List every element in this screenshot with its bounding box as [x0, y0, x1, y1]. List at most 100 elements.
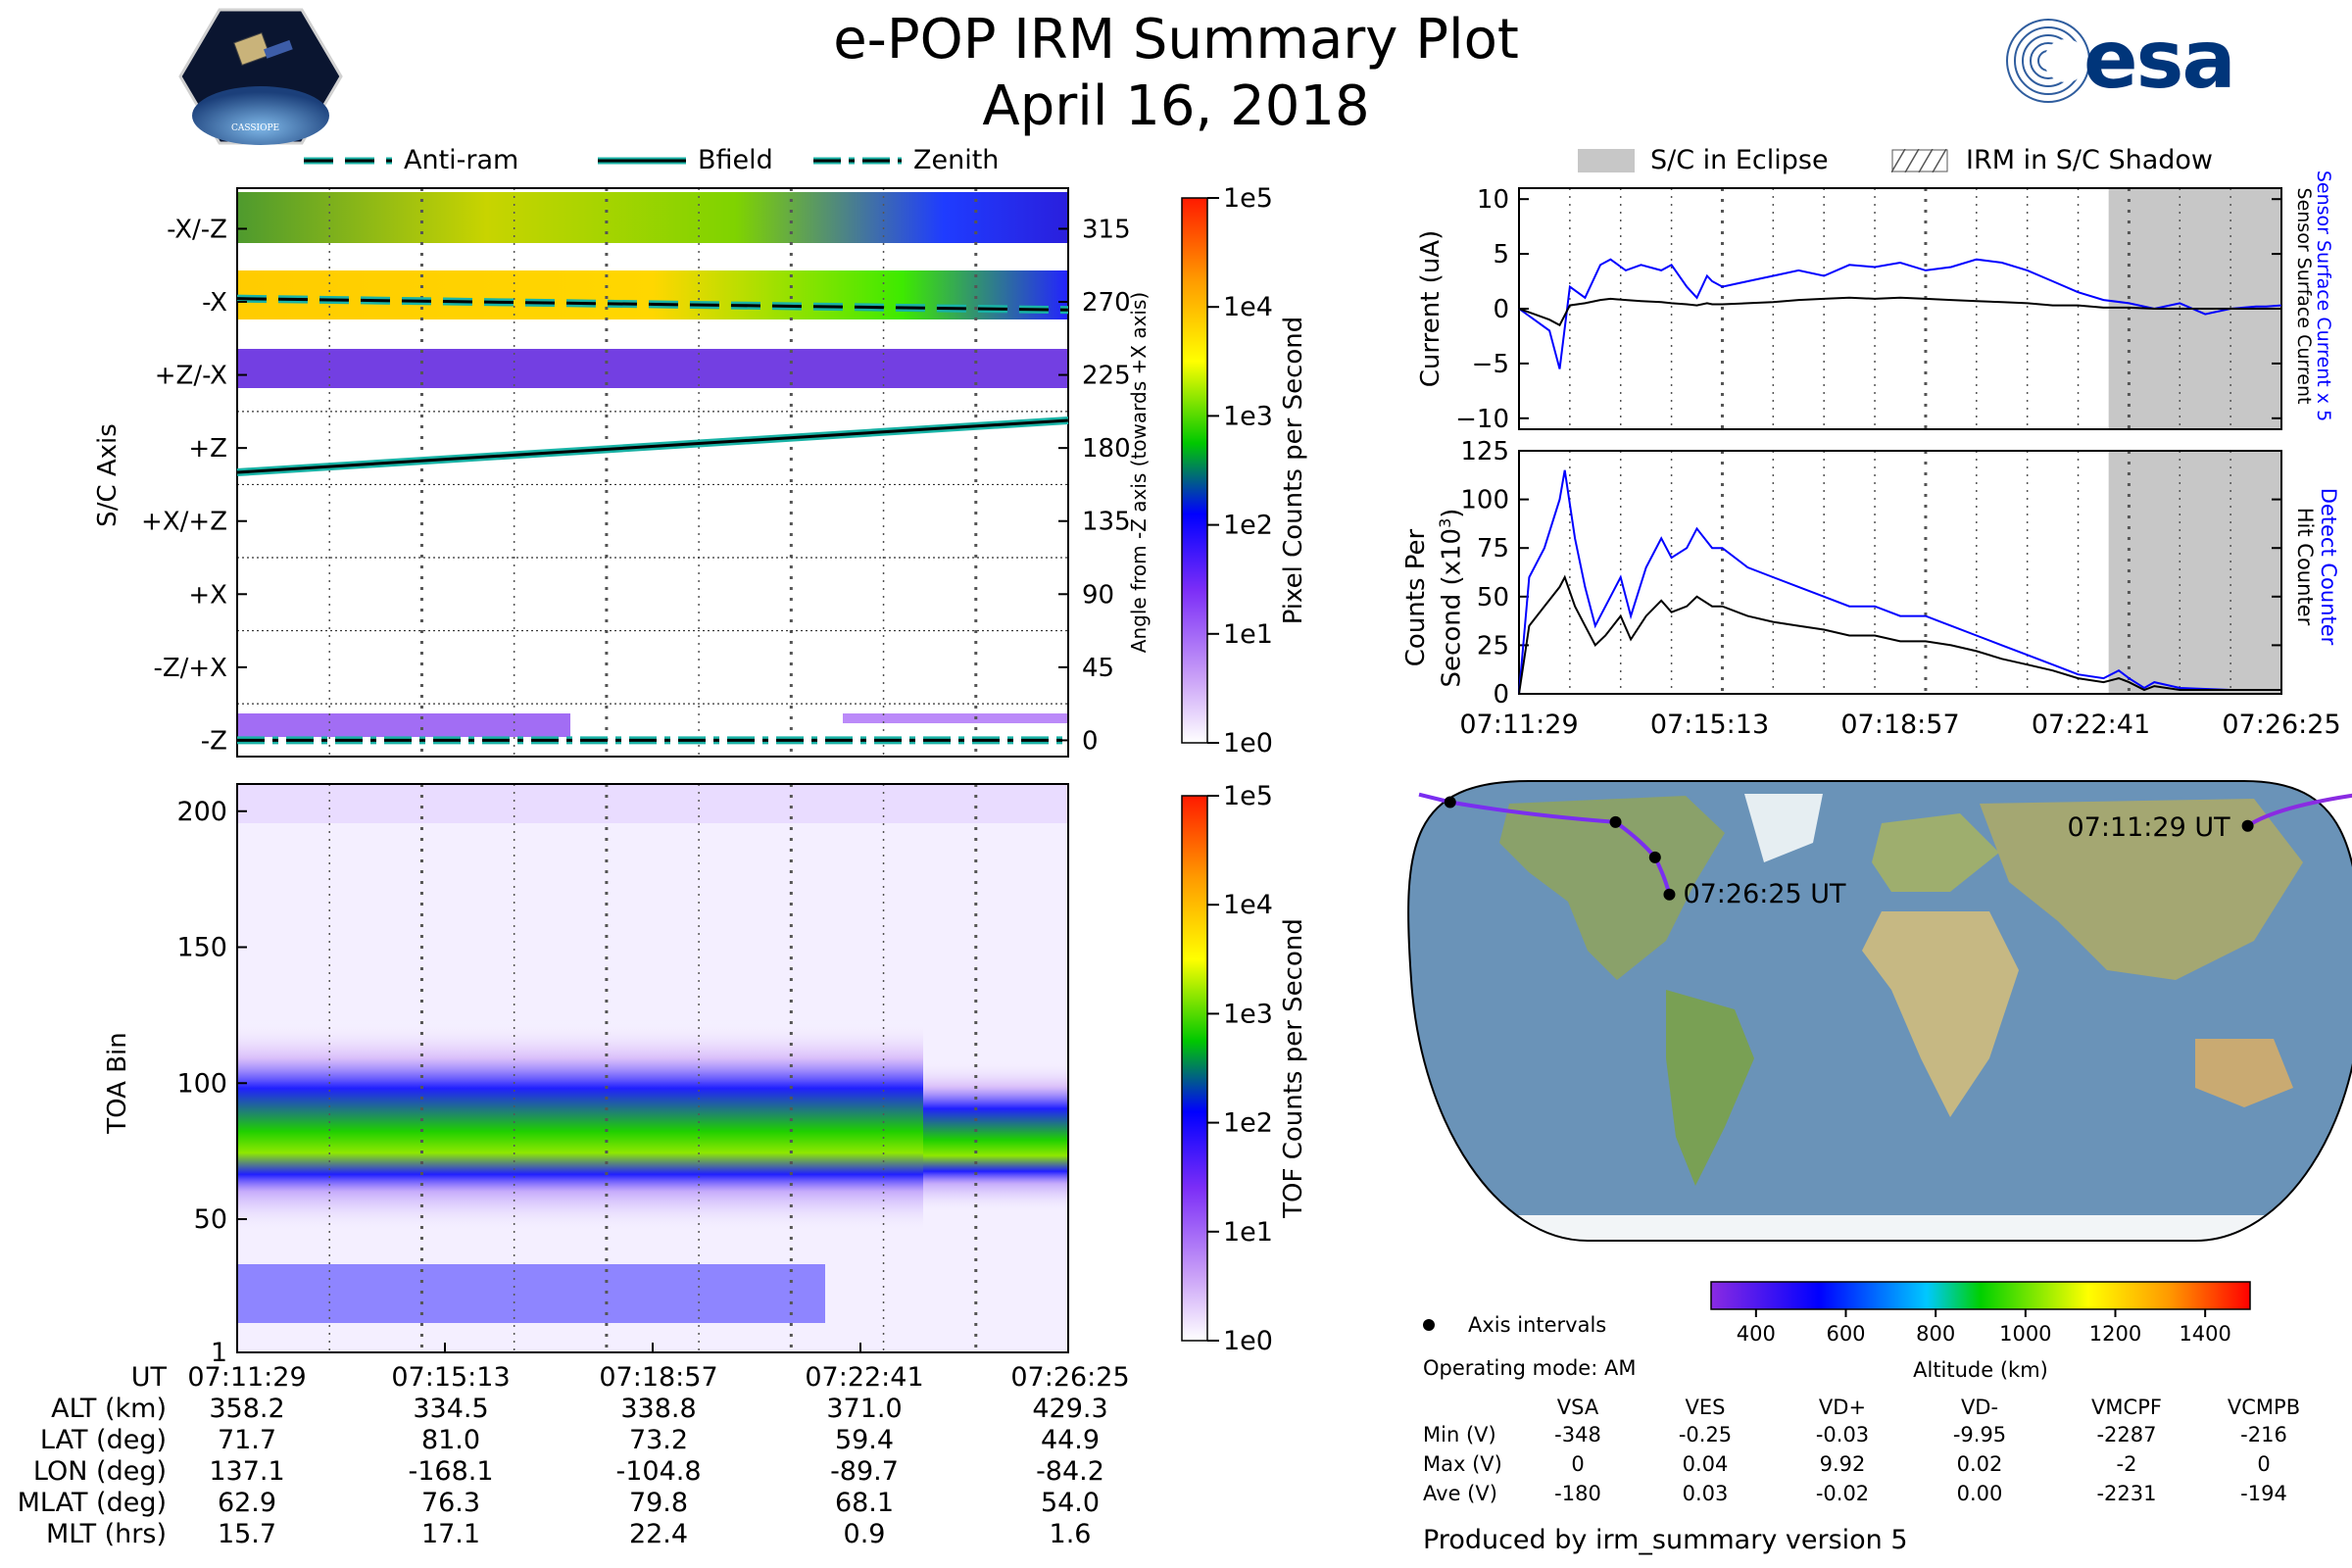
time-table-cell: 81.0: [420, 1425, 481, 1455]
time-table-cell: 68.1: [834, 1488, 895, 1518]
voltage-cell: -0.02: [1815, 1482, 1870, 1505]
alt-tick-label: 800: [1916, 1322, 1955, 1346]
tof-colorbar: [1181, 795, 1208, 1342]
track-interval-point: [2241, 819, 2254, 832]
time-table-cell: 76.3: [420, 1488, 481, 1518]
p1-ytick-right: 225: [1082, 362, 1131, 391]
page-date: April 16, 2018: [982, 74, 1370, 138]
time-table-cell: 71.7: [217, 1425, 277, 1455]
track-interval-point: [1609, 815, 1622, 828]
legend-antiram-label: Anti-ram: [404, 145, 519, 175]
time-table-cell: 73.2: [628, 1425, 689, 1455]
cb-tick-label: 1e3: [1223, 401, 1273, 431]
pixel-colorbar: [1181, 197, 1208, 744]
continent-south-america: [1666, 990, 1754, 1186]
continent-europe: [1872, 813, 1999, 892]
track-end-label: 07:26:25 UT: [1683, 879, 1846, 909]
p1-ytick-left: +Z: [188, 434, 227, 464]
time-table-cell: 338.8: [620, 1394, 697, 1424]
alt-tick-label: 1400: [2179, 1322, 2230, 1346]
voltage-cell: -194: [2240, 1482, 2287, 1505]
continent-greenland: [1744, 794, 1823, 862]
cb-tick-label: 1e0: [1223, 728, 1273, 759]
voltage-cell: -0.25: [1678, 1423, 1733, 1446]
time-table-cell: 1.6: [1049, 1519, 1092, 1549]
time-table-cell: 0.9: [843, 1519, 886, 1549]
time-table-header: LON (deg): [32, 1456, 167, 1487]
time-table-cell: 62.9: [217, 1488, 277, 1518]
voltage-col-header: VD-: [1960, 1396, 1999, 1419]
p1-ytick-left: +Z/-X: [155, 362, 227, 391]
voltage-col-header: VD+: [1818, 1396, 1867, 1419]
p1-ytick-left: +X: [188, 580, 227, 610]
voltage-cell: -2: [2116, 1452, 2137, 1476]
voltage-cell: -2231: [2096, 1482, 2157, 1505]
time-table-cell: -168.1: [408, 1456, 494, 1487]
line-ytick-label: 125: [1460, 437, 1509, 466]
series-detect-counter: [1518, 469, 2281, 695]
line-ytick-label: 25: [1477, 631, 1509, 661]
axis-intervals-label: Axis intervals: [1468, 1313, 1607, 1337]
p1-ytick-right: 45: [1082, 654, 1114, 683]
series-sensor-surface-current-x-5: [1518, 258, 2282, 369]
line-xtick-label: 07:15:13: [1650, 710, 1769, 740]
voltage-cell: 0: [1571, 1452, 1585, 1476]
page-title: e-POP IRM Summary Plot: [833, 8, 1519, 72]
p2-ytick: 50: [194, 1204, 227, 1235]
time-table-cell: 07:26:25: [1010, 1362, 1130, 1393]
band-xz: [237, 192, 1068, 243]
line-xtick-label: 07:22:41: [2032, 710, 2150, 740]
cb-tick-label: 1e4: [1223, 890, 1273, 920]
line-xtick-label: 07:11:29: [1459, 710, 1578, 740]
voltage-row-label: Max (V): [1423, 1452, 1502, 1476]
voltage-col-header: VMCPF: [2091, 1396, 2162, 1419]
line-ytick-label: 10: [1477, 185, 1509, 215]
p2-ytick: 100: [176, 1068, 227, 1099]
continent-north-america: [1499, 796, 1725, 980]
legend-bfield-label: Bfield: [698, 145, 773, 175]
continent-asia: [1980, 799, 2303, 980]
p1-ytick-right: 0: [1082, 726, 1099, 756]
p1-line-anti-ram: [236, 297, 1069, 312]
band-zx: [237, 349, 1068, 388]
p1-ytick-right: 90: [1082, 580, 1114, 610]
alt-tick-label: 1200: [2089, 1322, 2141, 1346]
series-sensor-surface-current: [1518, 296, 2281, 327]
time-table-cell: 79.8: [628, 1488, 689, 1518]
cb-tick-label: 1e2: [1223, 511, 1273, 541]
p1-ytick-left: +X/+Z: [141, 508, 227, 537]
continent-australia: [2195, 1039, 2293, 1107]
alt-tick-label: 1000: [1999, 1322, 2051, 1346]
series-hit-counter: [1518, 574, 2281, 695]
time-table-header: LAT (deg): [39, 1425, 167, 1455]
cb-tick-label: 1e1: [1223, 619, 1273, 650]
track-interval-point: [1444, 796, 1456, 808]
p1-ytick-left: -Z/+X: [153, 654, 227, 683]
time-table-cell: 44.9: [1040, 1425, 1101, 1455]
time-table-cell: 137.1: [209, 1456, 285, 1487]
cb-tick-label: 1e5: [1223, 781, 1273, 811]
legend-shadow-label: IRM in S/C Shadow: [1966, 145, 2214, 175]
line-xtick-label: 07:26:25: [2222, 710, 2340, 740]
p1-line-bfield: [236, 418, 1069, 474]
track-segment-east: [2246, 793, 2352, 828]
footer-text: Produced by irm_summary version 5: [1423, 1525, 1908, 1555]
line-ytick-label: 0: [1493, 295, 1509, 324]
voltage-col-header: VSA: [1556, 1396, 1599, 1419]
time-table-header: MLAT (deg): [17, 1488, 167, 1518]
time-table-cell: 334.5: [413, 1394, 489, 1424]
band-x: [237, 270, 1068, 319]
p1-ytick-right: 315: [1082, 215, 1131, 244]
time-table-header: UT: [130, 1362, 167, 1393]
p1-ytick-right: 135: [1082, 508, 1131, 537]
voltage-table: VSA VES VD+ VD- VMCPF VCMPB Min (V) -348 -0.25 -0…: [1411, 1396, 2352, 1523]
toa-band-main: [237, 1019, 923, 1235]
p1-ytick-right: 270: [1082, 288, 1131, 318]
continent-antarctica: [1490, 1215, 2293, 1241]
voltage-cell: 0.02: [1956, 1452, 2003, 1476]
legend-zenith-label: Zenith: [913, 145, 1000, 175]
